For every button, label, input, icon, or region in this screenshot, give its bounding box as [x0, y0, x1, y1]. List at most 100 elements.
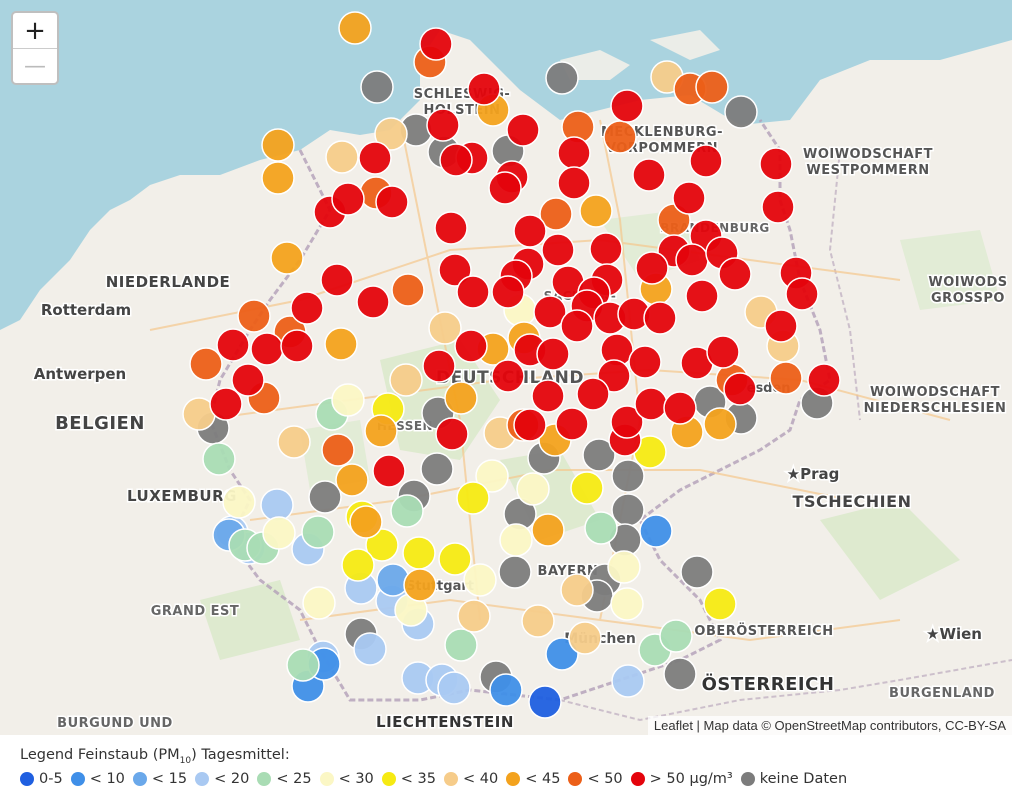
- station-marker-red[interactable]: [426, 108, 460, 142]
- station-marker-red[interactable]: [533, 295, 567, 329]
- station-marker-red[interactable]: [513, 408, 547, 442]
- station-marker-orange[interactable]: [403, 568, 437, 602]
- station-marker-orange-red[interactable]: [769, 361, 803, 395]
- station-marker-red[interactable]: [663, 391, 697, 425]
- station-marker-red[interactable]: [216, 328, 250, 362]
- station-marker-red[interactable]: [439, 143, 473, 177]
- station-marker-orange[interactable]: [335, 463, 369, 497]
- station-marker-red[interactable]: [589, 232, 623, 266]
- station-marker-red[interactable]: [356, 285, 390, 319]
- station-marker-red[interactable]: [488, 171, 522, 205]
- station-marker-green[interactable]: [584, 511, 618, 545]
- station-marker-light-orange[interactable]: [521, 604, 555, 638]
- station-marker-red[interactable]: [513, 214, 547, 248]
- station-marker-orange-red[interactable]: [391, 273, 425, 307]
- station-marker-red[interactable]: [456, 275, 490, 309]
- station-marker-red[interactable]: [231, 363, 265, 397]
- station-marker-red[interactable]: [375, 185, 409, 219]
- station-marker-gray[interactable]: [498, 555, 532, 589]
- station-marker-green[interactable]: [659, 619, 693, 653]
- station-marker-orange-red[interactable]: [539, 197, 573, 231]
- station-marker-red[interactable]: [560, 309, 594, 343]
- station-marker-gray[interactable]: [611, 493, 645, 527]
- station-marker-red[interactable]: [467, 72, 501, 106]
- station-marker-gray[interactable]: [611, 459, 645, 493]
- station-marker-cream[interactable]: [222, 485, 256, 519]
- station-marker-dark-blue[interactable]: [528, 685, 562, 719]
- station-marker-blue[interactable]: [489, 673, 523, 707]
- station-marker-light-blue[interactable]: [260, 488, 294, 522]
- station-marker-light-orange[interactable]: [568, 621, 602, 655]
- station-marker-cream[interactable]: [262, 516, 296, 550]
- station-marker-gray[interactable]: [360, 70, 394, 104]
- station-marker-red[interactable]: [718, 257, 752, 291]
- station-marker-red[interactable]: [541, 233, 575, 267]
- station-marker-green[interactable]: [301, 515, 335, 549]
- station-marker-red[interactable]: [290, 291, 324, 325]
- station-marker-red[interactable]: [723, 372, 757, 406]
- station-marker-orange-red[interactable]: [189, 347, 223, 381]
- station-marker-blue[interactable]: [545, 637, 579, 671]
- station-marker-orange[interactable]: [261, 128, 295, 162]
- station-marker-light-orange[interactable]: [457, 599, 491, 633]
- station-marker-red[interactable]: [557, 136, 591, 170]
- station-marker-orange[interactable]: [338, 11, 372, 45]
- station-marker-orange[interactable]: [703, 407, 737, 441]
- station-marker-red[interactable]: [372, 454, 406, 488]
- station-marker-red[interactable]: [506, 113, 540, 147]
- station-marker-yellow[interactable]: [365, 528, 399, 562]
- station-marker-light-blue[interactable]: [611, 664, 645, 698]
- station-marker-yellow[interactable]: [438, 542, 472, 576]
- station-marker-yellow[interactable]: [402, 536, 436, 570]
- station-marker-green[interactable]: [390, 494, 424, 528]
- station-marker-gray[interactable]: [420, 452, 454, 486]
- station-marker-red[interactable]: [807, 363, 841, 397]
- station-marker-light-blue[interactable]: [353, 632, 387, 666]
- station-marker-cream[interactable]: [475, 459, 509, 493]
- station-marker-light-orange[interactable]: [428, 311, 462, 345]
- station-marker-red[interactable]: [610, 405, 644, 439]
- map[interactable]: SCHLESWIG-HOLSTEIN MECKLENBURG-VORPOMMERN…: [0, 0, 1012, 735]
- station-marker-cream[interactable]: [331, 383, 365, 417]
- station-marker-orange-red[interactable]: [237, 299, 271, 333]
- station-marker-orange[interactable]: [261, 161, 295, 195]
- station-marker-orange[interactable]: [324, 327, 358, 361]
- station-marker-orange[interactable]: [270, 241, 304, 275]
- station-marker-red[interactable]: [610, 89, 644, 123]
- station-marker-red[interactable]: [531, 379, 565, 413]
- station-marker-cream[interactable]: [463, 563, 497, 597]
- station-marker-gray[interactable]: [545, 61, 579, 95]
- station-marker-red[interactable]: [635, 251, 669, 285]
- station-marker-red[interactable]: [672, 181, 706, 215]
- station-marker-red[interactable]: [576, 377, 610, 411]
- station-marker-gray[interactable]: [582, 438, 616, 472]
- station-marker-gray[interactable]: [663, 657, 697, 691]
- map-canvas[interactable]: SCHLESWIG-HOLSTEINMECKLENBURG-VORPOMMERN…: [0, 0, 1012, 735]
- station-marker-red[interactable]: [434, 211, 468, 245]
- station-marker-orange[interactable]: [531, 513, 565, 547]
- station-marker-blue[interactable]: [639, 514, 673, 548]
- station-marker-yellow[interactable]: [703, 587, 737, 621]
- station-marker-yellow[interactable]: [341, 548, 375, 582]
- station-marker-light-orange[interactable]: [374, 117, 408, 151]
- station-marker-orange[interactable]: [444, 381, 478, 415]
- station-marker-light-orange[interactable]: [277, 425, 311, 459]
- station-marker-orange-red[interactable]: [321, 433, 355, 467]
- station-marker-red[interactable]: [555, 407, 589, 441]
- station-marker-green[interactable]: [286, 648, 320, 682]
- station-marker-red[interactable]: [438, 253, 472, 287]
- station-marker-red[interactable]: [280, 329, 314, 363]
- zoom-out-button[interactable]: —: [24, 54, 46, 79]
- station-marker-red[interactable]: [422, 349, 456, 383]
- station-marker-orange-red[interactable]: [695, 70, 729, 104]
- station-marker-red[interactable]: [435, 417, 469, 451]
- station-marker-red[interactable]: [759, 147, 793, 181]
- station-marker-red[interactable]: [675, 243, 709, 277]
- station-marker-red[interactable]: [358, 141, 392, 175]
- zoom-in-button[interactable]: +: [13, 13, 57, 49]
- station-marker-red[interactable]: [536, 337, 570, 371]
- station-marker-red[interactable]: [785, 277, 819, 311]
- station-marker-red[interactable]: [632, 158, 666, 192]
- station-marker-yellow[interactable]: [456, 481, 490, 515]
- station-marker-red[interactable]: [685, 279, 719, 313]
